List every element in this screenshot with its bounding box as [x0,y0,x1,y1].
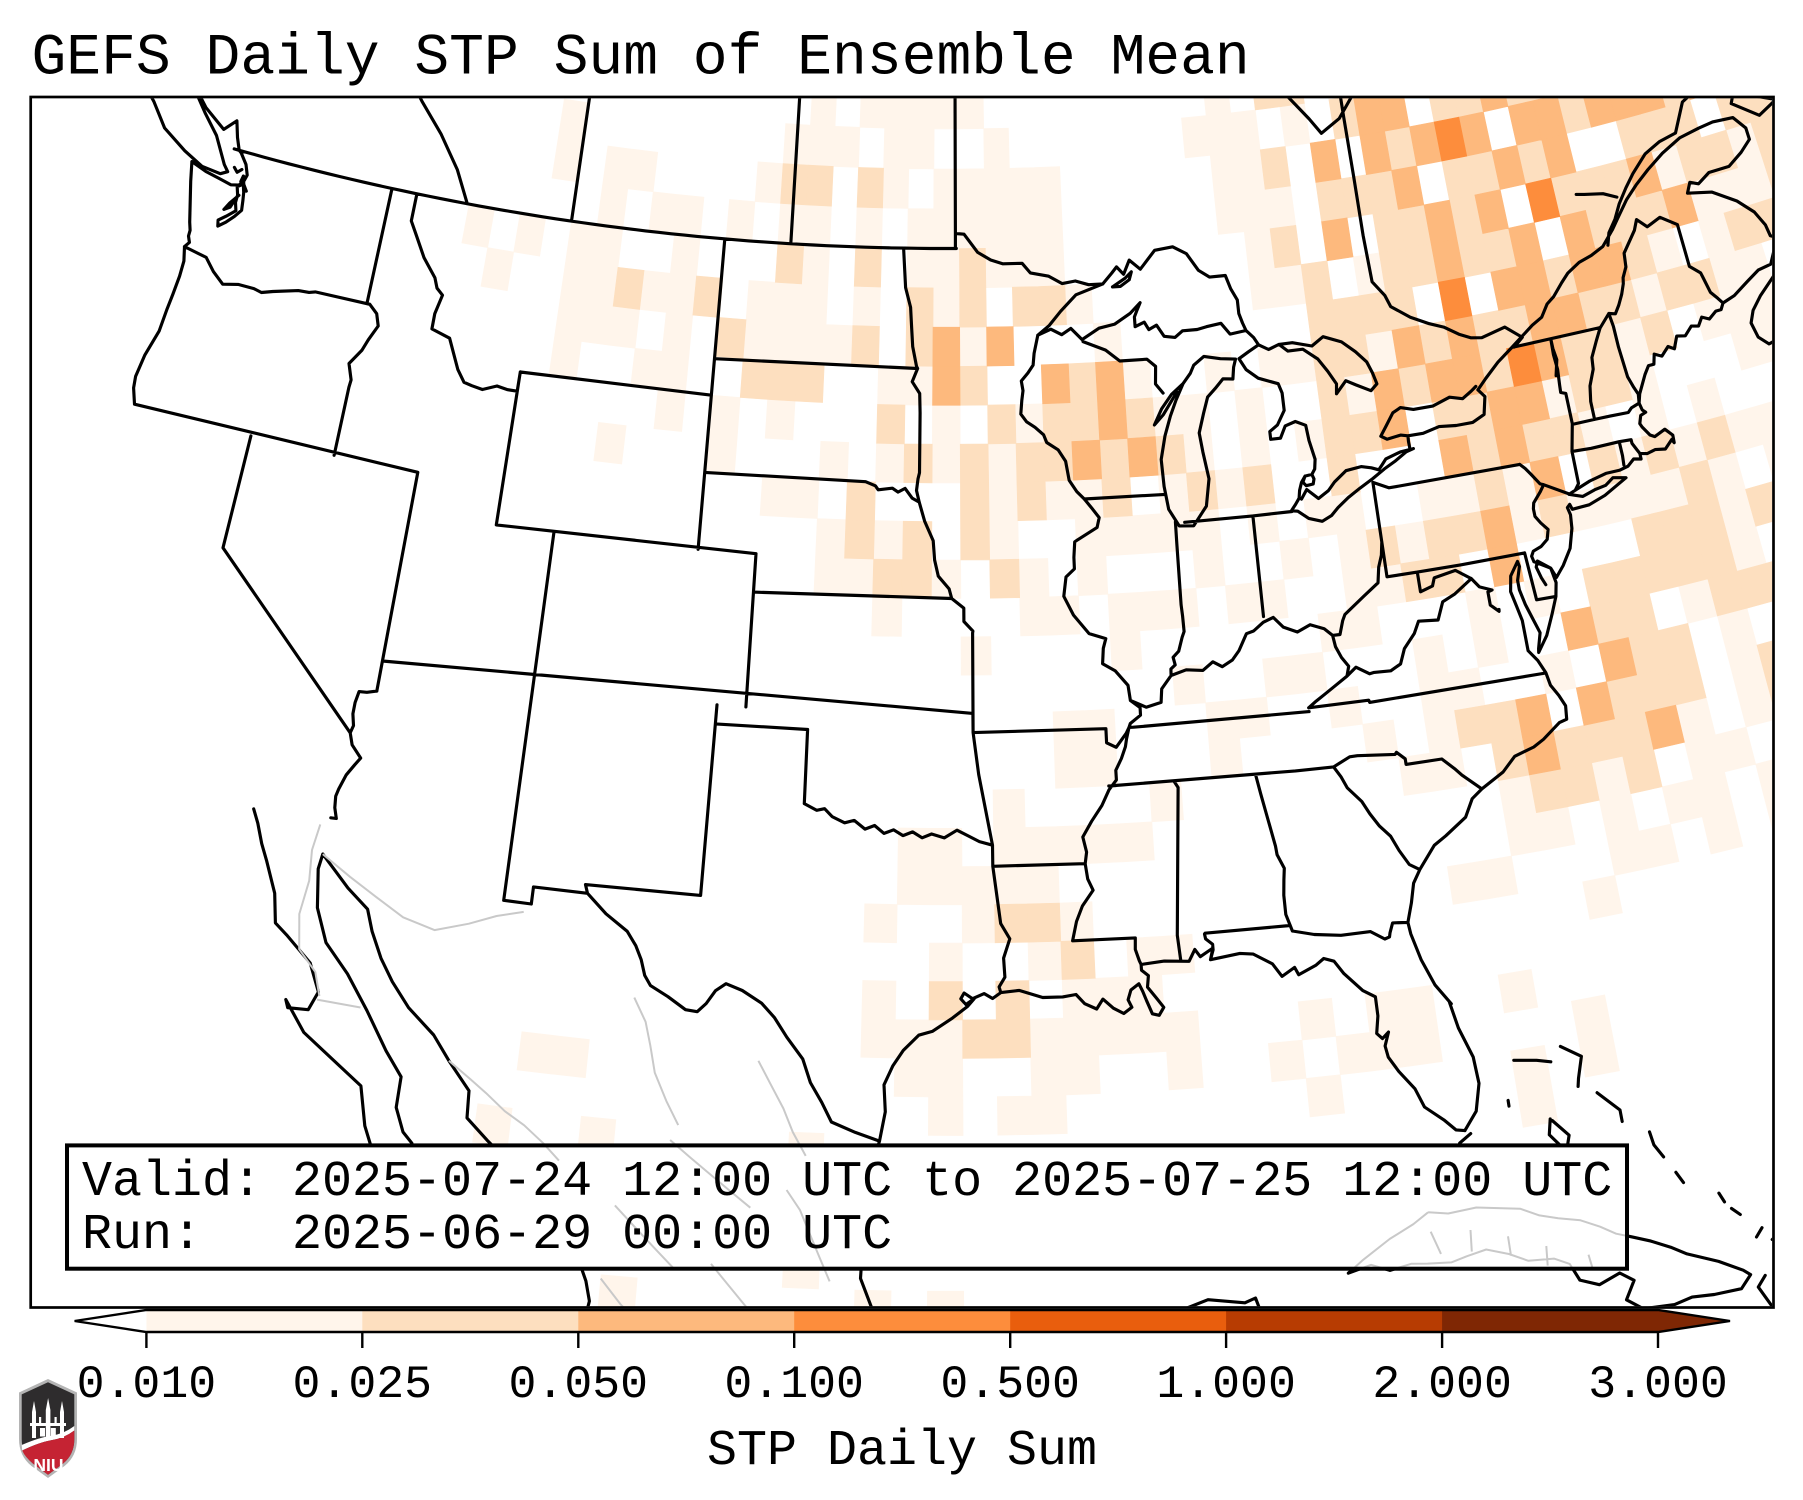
svg-text:Run: 2025-06-29 00:00 UTC: Run: 2025-06-29 00:00 UTC [82,1207,892,1264]
svg-text:0.100: 0.100 [724,1358,864,1411]
svg-text:NIU: NIU [33,1455,63,1475]
svg-text:STP Daily Sum: STP Daily Sum [707,1423,1097,1480]
svg-text:0.050: 0.050 [509,1358,649,1411]
svg-text:1.000: 1.000 [1156,1358,1296,1411]
svg-text:0.025: 0.025 [293,1358,433,1411]
svg-text:2.000: 2.000 [1372,1358,1512,1411]
svg-text:3.000: 3.000 [1588,1358,1728,1411]
svg-text:Valid: 2025-07-24 12:00 UTC to: Valid: 2025-07-24 12:00 UTC to 2025-07-2… [82,1154,1612,1211]
svg-text:GEFS Daily STP Sum of Ensemble: GEFS Daily STP Sum of Ensemble Mean [32,27,1250,92]
svg-text:0.010: 0.010 [77,1358,217,1411]
svg-text:0.500: 0.500 [940,1358,1080,1411]
